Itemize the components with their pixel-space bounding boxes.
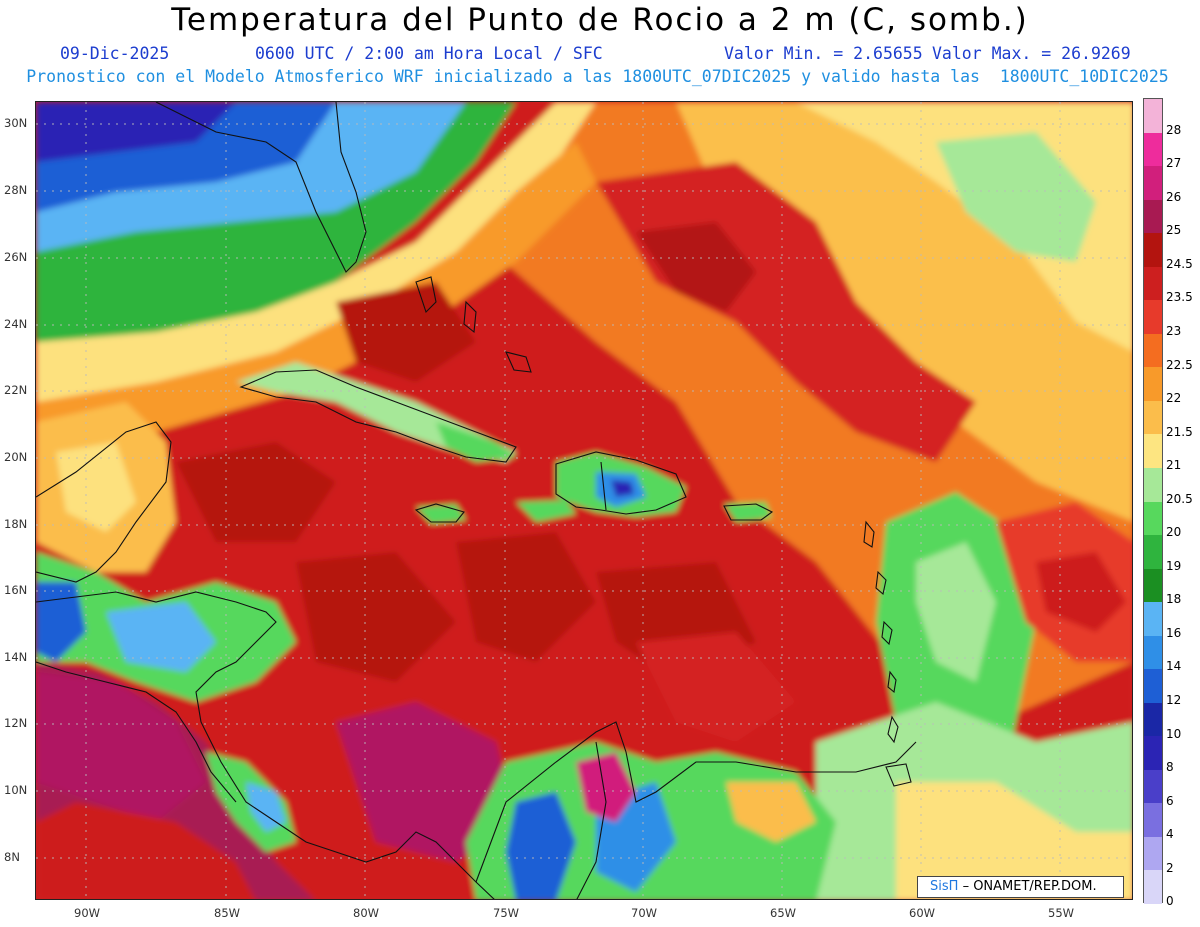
lat-label: 18N: [4, 517, 28, 531]
color-scale-label: 21.5: [1166, 424, 1193, 439]
color-scale-segment: [1144, 467, 1162, 502]
color-scale-segment: [1144, 367, 1162, 402]
color-scale-segment: [1144, 99, 1162, 134]
color-scale-label: 22.5: [1166, 357, 1193, 372]
color-scale-segment: [1144, 166, 1162, 201]
color-scale-label: 0: [1166, 894, 1174, 909]
time-label: 0600 UTC / 2:00 am Hora Local / SFC: [255, 44, 603, 63]
color-scale-label: 25: [1166, 223, 1182, 238]
lon-label: 60W: [909, 906, 936, 920]
color-scale-segment: [1144, 669, 1162, 704]
color-scale-label: 23.5: [1166, 290, 1193, 305]
color-scale-label: 4: [1166, 827, 1174, 842]
lat-label: 24N: [4, 317, 28, 331]
color-scale-label: 21: [1166, 458, 1182, 473]
color-scale-label: 18: [1166, 592, 1182, 607]
color-scale-segment: [1144, 233, 1162, 268]
color-scale-segment: [1144, 602, 1162, 637]
lat-label: 8N: [4, 850, 20, 864]
color-scale-segment: [1144, 199, 1162, 234]
credit-box: SisΠ – ONAMET/REP.DOM.: [917, 876, 1124, 898]
max-value: Valor Max. = 26.9269: [932, 44, 1131, 63]
lon-label: 90W: [74, 906, 101, 920]
color-scale-label: 12: [1166, 692, 1182, 707]
color-scale-label: 14: [1166, 659, 1182, 674]
color-scale-segment: [1144, 836, 1162, 871]
min-value: Valor Min. = 2.65655: [724, 44, 923, 63]
color-scale-segment: [1144, 333, 1162, 368]
color-scale-segment: [1144, 400, 1162, 435]
color-scale-bar: [1143, 98, 1163, 905]
color-scale-label: 23: [1166, 324, 1182, 339]
color-scale-segment: [1144, 434, 1162, 469]
color-scale-label: 27: [1166, 156, 1182, 171]
credit-text: ONAMET/REP.DOM.: [973, 879, 1097, 894]
forecast-info: Pronostico con el Modelo Atmosferico WRF…: [26, 67, 1169, 86]
color-scale-label: 28: [1166, 122, 1182, 137]
color-scale-label: 20.5: [1166, 491, 1193, 506]
lat-label: 28N: [4, 183, 28, 197]
color-scale-label: 19: [1166, 558, 1182, 573]
lat-label: 20N: [4, 450, 28, 464]
sispi-logo: SisΠ: [930, 879, 959, 894]
lon-label: 85W: [214, 906, 241, 920]
color-scale-label: 20: [1166, 525, 1182, 540]
map-title: Temperatura del Punto de Rocio a 2 m (C,…: [171, 2, 1029, 38]
color-scale-segment: [1144, 803, 1162, 838]
color-scale-segment: [1144, 702, 1162, 737]
color-scale-segment: [1144, 300, 1162, 335]
date-label: 09-Dic-2025: [60, 44, 170, 63]
color-scale-segment: [1144, 769, 1162, 804]
color-scale-label: 10: [1166, 726, 1182, 741]
lat-label: 14N: [4, 650, 28, 664]
color-scale-label: 22: [1166, 391, 1182, 406]
color-scale-segment: [1144, 568, 1162, 603]
lat-label: 30N: [4, 116, 28, 130]
color-scale-segment: [1144, 132, 1162, 167]
dewpoint-map: [35, 101, 1133, 900]
color-scale-label: 24.5: [1166, 256, 1193, 271]
lat-label: 26N: [4, 250, 28, 264]
lon-label: 70W: [631, 906, 658, 920]
color-scale-label: 26: [1166, 189, 1182, 204]
color-scale-label: 16: [1166, 625, 1182, 640]
lat-label: 12N: [4, 716, 28, 730]
color-scale-segment: [1144, 266, 1162, 301]
color-scale-segment: [1144, 736, 1162, 771]
lat-label: 16N: [4, 583, 28, 597]
color-scale-segment: [1144, 501, 1162, 536]
color-scale-label: 2: [1166, 860, 1174, 875]
color-scale-segment: [1144, 535, 1162, 570]
lon-label: 55W: [1048, 906, 1075, 920]
lon-label: 65W: [770, 906, 797, 920]
color-scale-label: 6: [1166, 793, 1174, 808]
lat-label: 10N: [4, 783, 28, 797]
color-scale-segment: [1144, 635, 1162, 670]
lat-label: 22N: [4, 383, 28, 397]
color-scale-label: 8: [1166, 760, 1174, 775]
color-scale-segment: [1144, 870, 1162, 905]
lon-label: 75W: [493, 906, 520, 920]
lon-label: 80W: [353, 906, 380, 920]
